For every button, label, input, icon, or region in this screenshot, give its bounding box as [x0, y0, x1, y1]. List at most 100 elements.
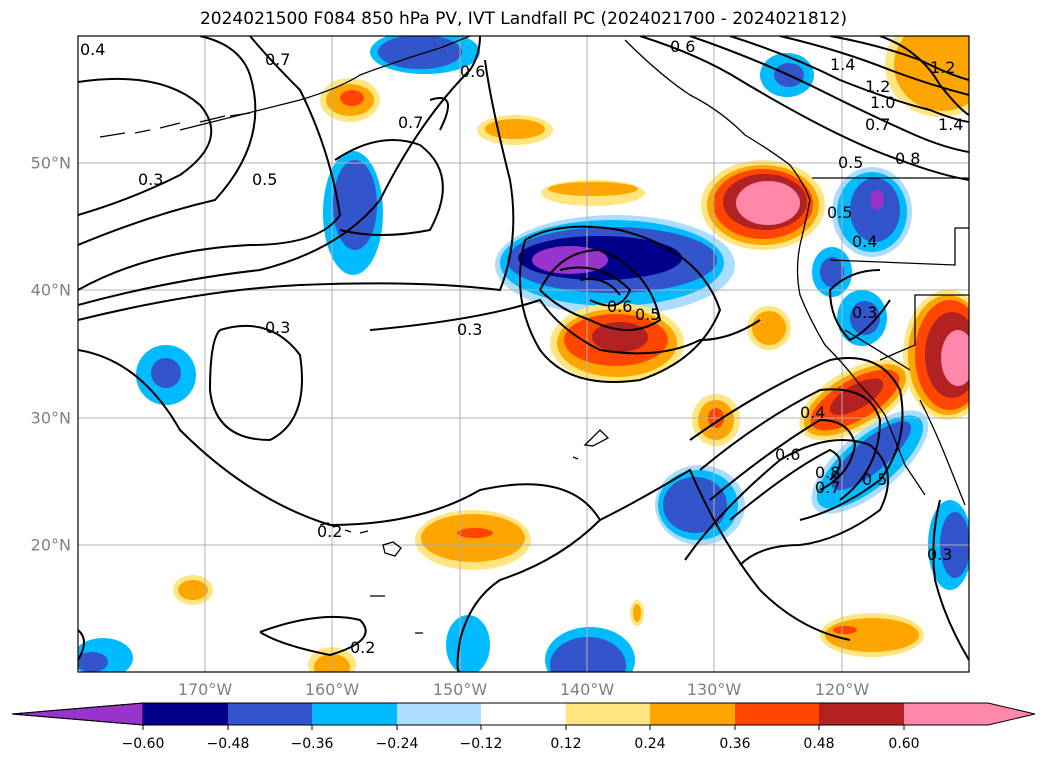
- colorbar-tick-label: 0.48: [803, 736, 835, 752]
- map-frame: [77, 35, 970, 673]
- contour-label: 0.5: [862, 470, 887, 489]
- island: [572, 429, 610, 460]
- shade-pink-region: [941, 330, 969, 386]
- lat-label: 30°N: [30, 408, 71, 428]
- shade-orange-region: [178, 580, 208, 600]
- shade-blue-region: [151, 358, 181, 388]
- lon-label: 160°W: [304, 680, 360, 699]
- shade-cyan-region: [446, 615, 490, 672]
- shade-orange-region: [825, 618, 919, 652]
- contour-label: 0.5: [827, 203, 852, 222]
- shade-blue-region: [78, 652, 108, 672]
- contour-label: 0.4: [852, 232, 877, 251]
- island: [370, 595, 423, 634]
- contour-label: 0.3: [457, 320, 482, 339]
- contour-label-layer: 0.4 0.7 0.6 0.6 1.4 1.2 1.0 1.4 1.2 0.7 …: [80, 37, 963, 657]
- hawaii-islands: [319, 522, 402, 557]
- shade-purple-region: [532, 246, 608, 274]
- colorbar-segment: [228, 703, 312, 725]
- contour-label: 0.5: [635, 305, 660, 324]
- contour-label: 0.2: [350, 638, 375, 657]
- contour-label: 0.3: [852, 303, 877, 322]
- colorbar-segment: [143, 703, 228, 725]
- colorbar-tick-label: −0.24: [375, 736, 419, 752]
- colorbar-tick-label: 0.24: [634, 736, 666, 752]
- shade-blue-region: [850, 178, 900, 242]
- colorbar-segment: [481, 703, 566, 725]
- colorbar-segment: [735, 703, 819, 725]
- colorbar-tick-label: −0.60: [121, 736, 165, 752]
- lat-label: 20°N: [30, 535, 71, 555]
- contour-label: 0.2: [317, 522, 342, 541]
- shade-blue-region: [850, 301, 880, 335]
- state-border: [829, 227, 969, 266]
- shade-blue-region: [820, 257, 844, 287]
- colorbar-tick-label: −0.36: [290, 736, 334, 752]
- shade-orange-region: [421, 514, 525, 562]
- shade-pink-region: [736, 181, 800, 225]
- colorbar-tick-label: 0.60: [888, 736, 920, 752]
- shade-darkred-region: [592, 322, 648, 352]
- colorbar-extend-low: [11, 702, 144, 726]
- shade-blue-region: [333, 160, 377, 250]
- contour-label: 1.4: [830, 55, 855, 74]
- baja-coast: [884, 414, 926, 496]
- contour-label: 0.4: [800, 403, 825, 422]
- shade-orange-region: [633, 604, 641, 622]
- colorbar-segment: [566, 703, 650, 725]
- contour-label: 0.6: [607, 297, 632, 316]
- lon-label: 130°W: [686, 680, 742, 699]
- colorbar: [11, 702, 1036, 730]
- contour-label: 0.6: [775, 445, 800, 464]
- coastlines: [99, 36, 969, 634]
- contour-label: 0.8: [815, 463, 840, 482]
- contour-label: 1.2: [865, 77, 890, 96]
- us-west-coast: [796, 199, 886, 416]
- shade-darkred-region: [829, 378, 884, 416]
- alaska-coast: [179, 36, 471, 131]
- contour-label: 1.0: [870, 93, 895, 112]
- shade-redorange-region: [457, 528, 493, 538]
- contour-label: 1.2: [930, 58, 955, 77]
- contour-label: 0.7: [398, 113, 423, 132]
- pv-contours: [78, 36, 969, 672]
- contour-label: 0.3: [138, 170, 163, 189]
- lat-label: 50°N: [30, 153, 71, 173]
- contour-label: 0.8: [895, 149, 920, 168]
- alaska-panhandle-coast: [624, 39, 811, 201]
- colorbar-extend-high: [904, 703, 1035, 725]
- shade-orange-region: [752, 311, 786, 345]
- colorbar-segment: [650, 703, 735, 725]
- colorbar-segment: [312, 703, 397, 725]
- shade-purple-region: [870, 190, 884, 210]
- contour-label: 0.5: [838, 153, 863, 172]
- graticule: [78, 36, 969, 672]
- colorbar-tick-label: −0.48: [206, 736, 250, 752]
- lon-label: 170°W: [177, 680, 233, 699]
- shade-redorange-region: [340, 90, 364, 106]
- colorbar-tick-label: −0.12: [459, 736, 503, 752]
- contour-label: 0.5: [252, 170, 277, 189]
- colorbar-segment: [397, 703, 481, 725]
- shade-orange-region: [548, 182, 638, 196]
- shade-orange-region: [485, 119, 545, 139]
- us-mexico-border: [879, 294, 969, 361]
- aleutian-islands: [99, 112, 251, 138]
- lon-label: 150°W: [432, 680, 488, 699]
- shade-blue-region: [550, 637, 626, 672]
- contour-label: 0.6: [670, 37, 695, 56]
- shade-redorange-region: [833, 626, 857, 634]
- map-field: 0.4 0.7 0.6 0.6 1.4 1.2 1.0 1.4 1.2 0.7 …: [78, 36, 969, 672]
- colorbar-ticks: [142, 725, 905, 730]
- contour-label: 0.3: [265, 318, 290, 337]
- lon-label: 120°W: [814, 680, 870, 699]
- contour-label: 0.6: [460, 62, 485, 81]
- contour-label: 0.3: [927, 545, 952, 564]
- lon-label: 140°W: [559, 680, 615, 699]
- colorbar-tick-label: 0.12: [550, 736, 582, 752]
- map-title: 2024021500 F084 850 hPa PV, IVT Landfall…: [199, 9, 847, 29]
- shade-blue-region: [663, 477, 727, 533]
- colorbar-segment: [819, 703, 904, 725]
